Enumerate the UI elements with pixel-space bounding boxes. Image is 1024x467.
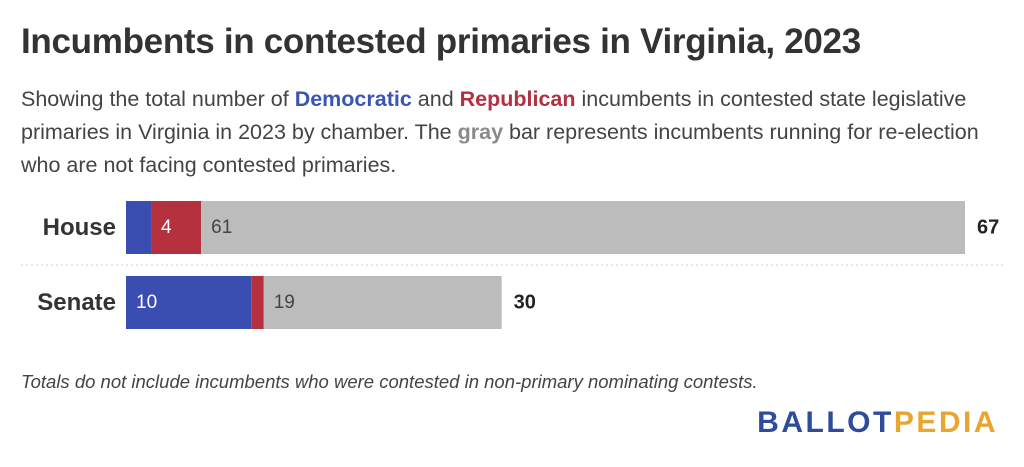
data-label-uncontested-senate: 19 [274,292,295,313]
subtitle-text-1: Showing the total number of [21,87,295,111]
bar-republican-senate [251,276,264,329]
data-label-republican-house: 4 [161,217,172,238]
data-label-uncontested-house: 61 [211,217,232,238]
footnote: Totals do not include incumbents who wer… [21,371,758,392]
bar-uncontested-house [201,201,965,254]
subtitle-gray: gray [457,120,504,144]
chart-subtitle: Showing the total number of Democratic a… [21,83,981,182]
category-label-house: House [43,214,116,241]
subtitle-text-3: incumbents in contested state legislativ… [21,87,967,144]
subtitle-republican: Republican [459,87,576,111]
chart-title: Incumbents in contested primaries in Vir… [21,22,861,61]
bar-democratic-house [126,201,152,254]
bar-democratic-senate [126,276,252,329]
total-label-house: 67 [977,217,999,239]
subtitle-text-4: bar represents incumbents running for re… [21,120,979,177]
logo-part-1: BALLOT [757,406,894,439]
subtitle-text-2: and [411,87,460,111]
subtitle-democratic: Democratic [294,87,412,111]
bar-uncontested-senate [263,276,502,329]
ballotpedia-logo: BALLOTPEDIA [757,406,998,440]
data-label-democratic-senate: 10 [136,292,157,313]
logo-part-2: PEDIA [893,406,998,439]
category-label-senate: Senate [37,289,116,316]
stacked-bar-chart: House 4 61 67 Senate 10 19 30 [21,201,1003,329]
bar-republican-house [151,201,202,254]
total-label-senate: 30 [514,292,536,314]
